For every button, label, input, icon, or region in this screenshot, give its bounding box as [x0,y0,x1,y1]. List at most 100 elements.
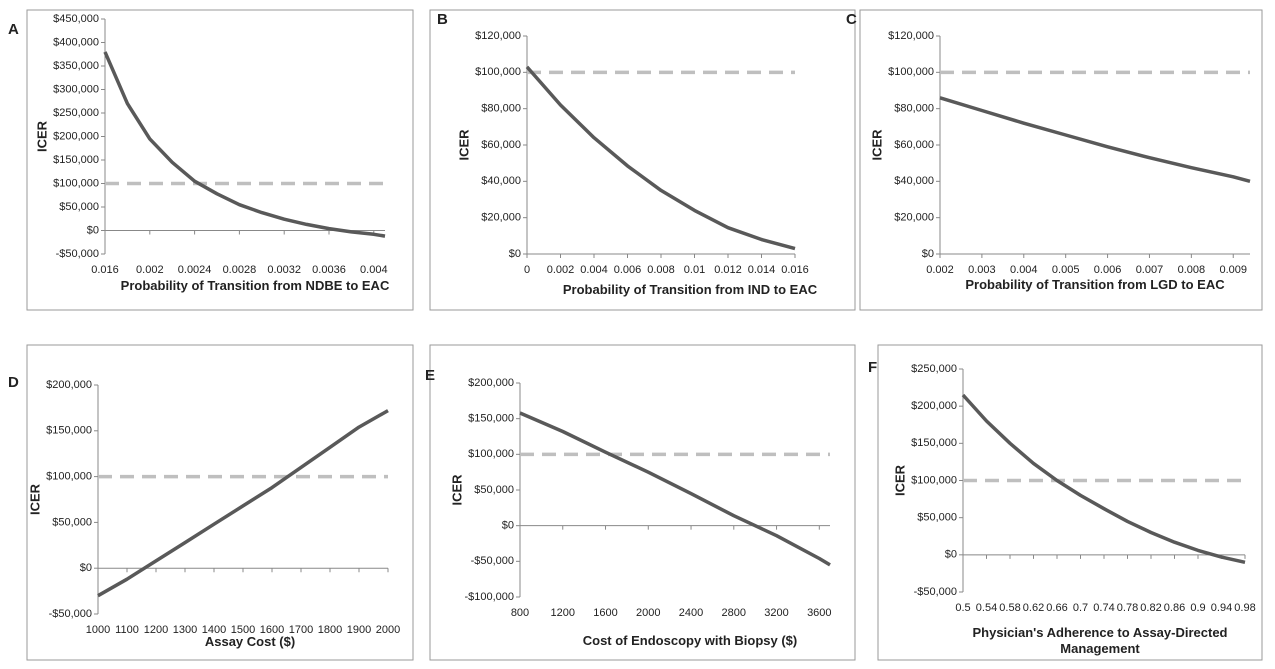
y-tick-label: -$50,000 [49,608,92,620]
x-tick-label: 0.98 [1234,602,1255,614]
text-line: Management [1060,641,1140,656]
y-tick-label: $60,000 [894,139,934,151]
y-tick-label: $200,000 [468,377,514,389]
y-tick-label: $200,000 [46,379,92,391]
x-tick-label: 0.016 [781,264,809,276]
x-tick-label: 0.62 [1023,602,1044,614]
data-line [103,51,386,238]
y-tick-label: $80,000 [894,103,934,115]
x-tick-label: 1800 [318,624,342,636]
x-tick-label: 1200 [551,607,575,619]
y-tick-label: $100,000 [46,471,92,483]
x-tick-label: 0.78 [1117,602,1138,614]
x-tick-label: 0.0032 [267,264,301,276]
x-tick-label: 0.007 [1136,264,1164,276]
y-tick-label: $100,000 [53,177,99,189]
x-tick-label: 3600 [807,607,831,619]
x-tick-label: 1900 [347,624,371,636]
text-line: Assay Cost ($) [205,634,295,649]
y-tick-label: $0 [502,520,514,532]
y-tick-label: $50,000 [917,512,957,524]
x-tick-label: 1200 [144,624,168,636]
y-tick-label: $150,000 [468,413,514,425]
x-tick-label: 1000 [86,624,110,636]
y-tick-label: -$50,000 [471,555,514,567]
x-tick-label: 0.01 [684,264,705,276]
chart-panel: F -$50,000 $0 $50,000 $100,000 $150,000 $200,0… [868,344,1263,661]
x-tick-label: 0.58 [999,602,1020,614]
x-tick-label: 2800 [722,607,746,619]
x-tick-label: 0.008 [647,264,675,276]
x-tick-label: 0.82 [1140,602,1161,614]
x-tick-label: 800 [511,607,529,619]
y-axis-label: ICER [456,129,471,161]
x-axis-label: Probability of Transition from LGD to EA… [965,277,1225,292]
x-tick-label: 0.54 [976,602,997,614]
x-tick-label: 0.9 [1190,602,1205,614]
y-tick-label: -$100,000 [464,591,514,603]
panel-frame [26,344,414,661]
panel-frame [877,344,1263,661]
x-tick-label: 0.014 [748,264,776,276]
x-tick-label: 1500 [231,624,255,636]
y-tick-label: $50,000 [474,484,514,496]
x-tick-label: 2000 [376,624,400,636]
y-axis-label: ICER [449,474,464,506]
y-tick-label: $150,000 [46,425,92,437]
panel-frame [859,9,1263,311]
x-tick-label: 2000 [636,607,660,619]
x-tick-label: 0.94 [1211,602,1232,614]
x-tick-label: 1700 [289,624,313,636]
y-tick-label: $400,000 [53,36,99,48]
x-tick-label: 0.004 [580,264,608,276]
y-tick-label: $150,000 [911,437,957,449]
text-line: Physician's Adherence to Assay-Directed [972,625,1227,640]
chart-panel: A -$50,000 $0 $50,000 $100,000 $150,000 $200,0… [8,9,414,311]
x-tick-label: 0.5 [955,602,970,614]
y-tick-label: $0 [509,248,521,260]
panel-frame [429,9,856,311]
y-tick-label: $300,000 [53,83,99,95]
y-tick-label: $150,000 [53,154,99,166]
data-line [519,411,831,567]
y-tick-label: $100,000 [468,448,514,460]
x-tick-label: 0.74 [1093,602,1114,614]
text-line: Probability of Transition from IND to EA… [563,282,818,297]
data-line [939,96,1251,183]
y-tick-label: $60,000 [481,139,521,151]
x-tick-label: 0.002 [547,264,575,276]
chart-panel: C $0 $20,000 $40,000 $60,000 $80,000 $100,000 $… [846,9,1263,311]
y-tick-label: $0 [945,549,957,561]
y-tick-label: $200,000 [53,130,99,142]
x-tick-label: 1300 [173,624,197,636]
chart-panel: D -$50,000 $0 $50,000 $100,000 $150,000 $200,0… [8,344,414,661]
x-tick-label: 0.7 [1073,602,1088,614]
x-axis-label: Probability of Transition from IND to EA… [563,282,818,297]
y-tick-label: $250,000 [53,107,99,119]
y-tick-label: -$50,000 [56,248,99,260]
chart-panel: E -$100,000 -$50,000 $0 $50,000 $100,000 $150,… [425,344,856,661]
y-tick-label: $40,000 [481,175,521,187]
y-tick-label: $450,000 [53,13,99,25]
text-line: Probability of Transition from NDBE to E… [121,278,390,293]
x-tick-label: 0.66 [1046,602,1067,614]
y-tick-label: $50,000 [59,201,99,213]
y-axis-label: ICER [34,120,49,152]
data-line [961,393,1246,565]
x-tick-label: 1400 [202,624,226,636]
x-tick-label: 3200 [764,607,788,619]
x-tick-label: 1100 [115,624,139,636]
y-tick-label: $100,000 [888,66,934,78]
x-tick-label: 0.008 [1178,264,1206,276]
x-axis-label: Physician's Adherence to Assay-Directed M… [972,625,1227,656]
x-tick-label: 0.006 [614,264,642,276]
panel-letter: D [8,374,19,391]
panel-frame [429,344,856,661]
x-tick-label: 1600 [593,607,617,619]
panel-frame [26,9,414,311]
x-tick-label: 0.009 [1219,264,1247,276]
y-tick-label: $20,000 [894,212,934,224]
x-tick-label: 0.004 [1010,264,1038,276]
y-tick-label: $200,000 [911,400,957,412]
